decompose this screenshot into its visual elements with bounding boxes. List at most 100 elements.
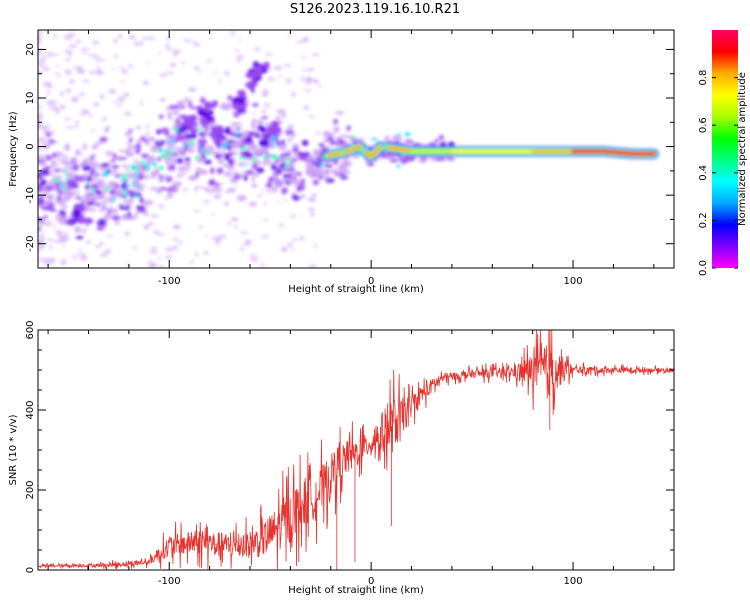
spectrogram-blob <box>238 97 246 105</box>
spectrogram-cell <box>60 214 67 218</box>
spectrogram-core <box>121 189 126 194</box>
spectrogram-cell <box>66 190 75 197</box>
spectrogram-speckle <box>83 78 90 84</box>
spectrogram-cell <box>100 201 108 205</box>
spectrogram-cell <box>45 154 52 161</box>
spectrogram-speckle <box>94 245 101 249</box>
spectrogram-cell <box>250 123 257 130</box>
spectrogram-cell <box>141 153 150 159</box>
spectrogram-speckle <box>166 48 174 51</box>
spectrogram-speckle <box>48 245 54 251</box>
spectrogram-core <box>198 126 202 131</box>
spectrogram-speckle <box>317 84 322 88</box>
spectrogram-speckle <box>39 137 47 142</box>
spectrogram-cell <box>333 126 340 133</box>
spectrogram-speckle <box>240 245 245 252</box>
spectrogram-speckle <box>224 71 230 76</box>
spectrogram-speckle <box>144 124 151 128</box>
spectrogram-speckle <box>183 186 188 192</box>
spectrogram-cell <box>251 177 255 182</box>
spectrogram-cell <box>301 139 309 146</box>
spectrogram-core <box>236 131 240 136</box>
spectrogram-speckle <box>92 40 100 46</box>
spectrogram-core <box>189 140 195 145</box>
spectrogram-cell <box>134 168 143 175</box>
spectrogram-cell <box>251 183 258 188</box>
spectrogram-cell <box>150 170 160 177</box>
spectrogram-cell <box>38 195 44 203</box>
spectrogram-speckle <box>230 30 235 36</box>
spectrogram-speckle <box>64 49 72 54</box>
spectrogram-cell <box>139 197 144 204</box>
spectrogram-speckle <box>124 231 130 237</box>
spectrogram-speckle <box>113 38 118 43</box>
spectrogram-speckle <box>304 79 312 86</box>
spectrogram-cell <box>39 161 47 166</box>
spectrogram-core <box>323 156 329 160</box>
spectrogram-cell <box>175 174 185 178</box>
spectrogram-cell <box>74 149 82 156</box>
spectrogram-speckle <box>56 231 62 237</box>
spectrogram-speckle <box>195 185 199 188</box>
spectrogram-speckle <box>172 224 181 230</box>
spectrogram-cell <box>446 157 455 161</box>
snr-series-line <box>38 330 674 570</box>
spectrogram-frame <box>37 29 675 269</box>
spectrogram-speckle <box>198 186 207 190</box>
snr-ytick-label: 600 <box>25 320 36 339</box>
spectrogram-speckle <box>54 163 60 168</box>
spectrogram-ylabel: Frequency (Hz) <box>8 111 19 187</box>
spectrogram-cell <box>380 152 386 159</box>
spectrogram-cell <box>286 176 295 184</box>
page-title: S126.2023.119.16.10.R21 <box>289 2 461 17</box>
spectrogram-speckle <box>42 66 50 71</box>
spectrogram-speckle <box>236 54 244 60</box>
spectrogram-cell <box>183 138 191 145</box>
spectrogram-cell <box>227 187 237 193</box>
spectrogram-speckle <box>291 238 299 242</box>
spectrogram-speckle <box>119 80 125 84</box>
spectrogram-speckle <box>287 79 291 85</box>
spectrogram-cell <box>56 199 63 205</box>
spectrogram-core <box>225 142 230 145</box>
spectrogram-cell <box>340 134 350 138</box>
spectrogram-speckle <box>60 204 68 210</box>
spectrogram-cell <box>120 164 130 168</box>
spectrogram-blob <box>236 89 246 96</box>
spectrogram-speckle <box>215 147 223 152</box>
spectrogram-cell <box>436 158 446 162</box>
colorbar-tick-label: 0.6 <box>698 117 709 133</box>
spectrogram-speckle <box>45 90 52 95</box>
spectrogram-speckle <box>300 76 305 82</box>
spectrogram-core <box>168 150 175 154</box>
snr-ylabel: SNR (10 * v/v) <box>8 414 19 485</box>
spectrogram-cell <box>112 169 117 173</box>
spectrogram-cell <box>198 138 208 145</box>
spectrogram-cell <box>266 181 273 189</box>
spectrogram-cell <box>136 139 143 144</box>
spectrogram-speckle <box>98 208 103 212</box>
spectrogram-blob <box>214 125 222 131</box>
spectrogram-cell <box>46 130 50 134</box>
spectrogram-cell <box>176 100 185 107</box>
spectrogram-core <box>103 171 110 176</box>
spectrogram-cell <box>91 168 97 172</box>
spectrogram-core <box>319 163 324 167</box>
spectrogram-cell <box>411 142 422 147</box>
spectrogram-speckle <box>284 64 292 67</box>
spectrogram-cell <box>128 128 133 133</box>
spectrogram-speckle <box>67 33 76 37</box>
spectrogram-cell <box>346 125 351 131</box>
spectrogram-speckle <box>174 236 178 243</box>
spectrogram-cell <box>69 175 77 182</box>
spectrogram-cell <box>40 168 50 176</box>
spectrogram-speckle <box>298 235 305 241</box>
spectrogram-speckle <box>249 253 258 259</box>
spectrogram-blob <box>253 61 259 67</box>
spectrogram-cell <box>66 166 74 170</box>
spectrogram-cell <box>333 158 339 165</box>
spectrogram-speckle <box>38 238 46 243</box>
spectrogram-ytick-label: -20 <box>25 236 36 252</box>
